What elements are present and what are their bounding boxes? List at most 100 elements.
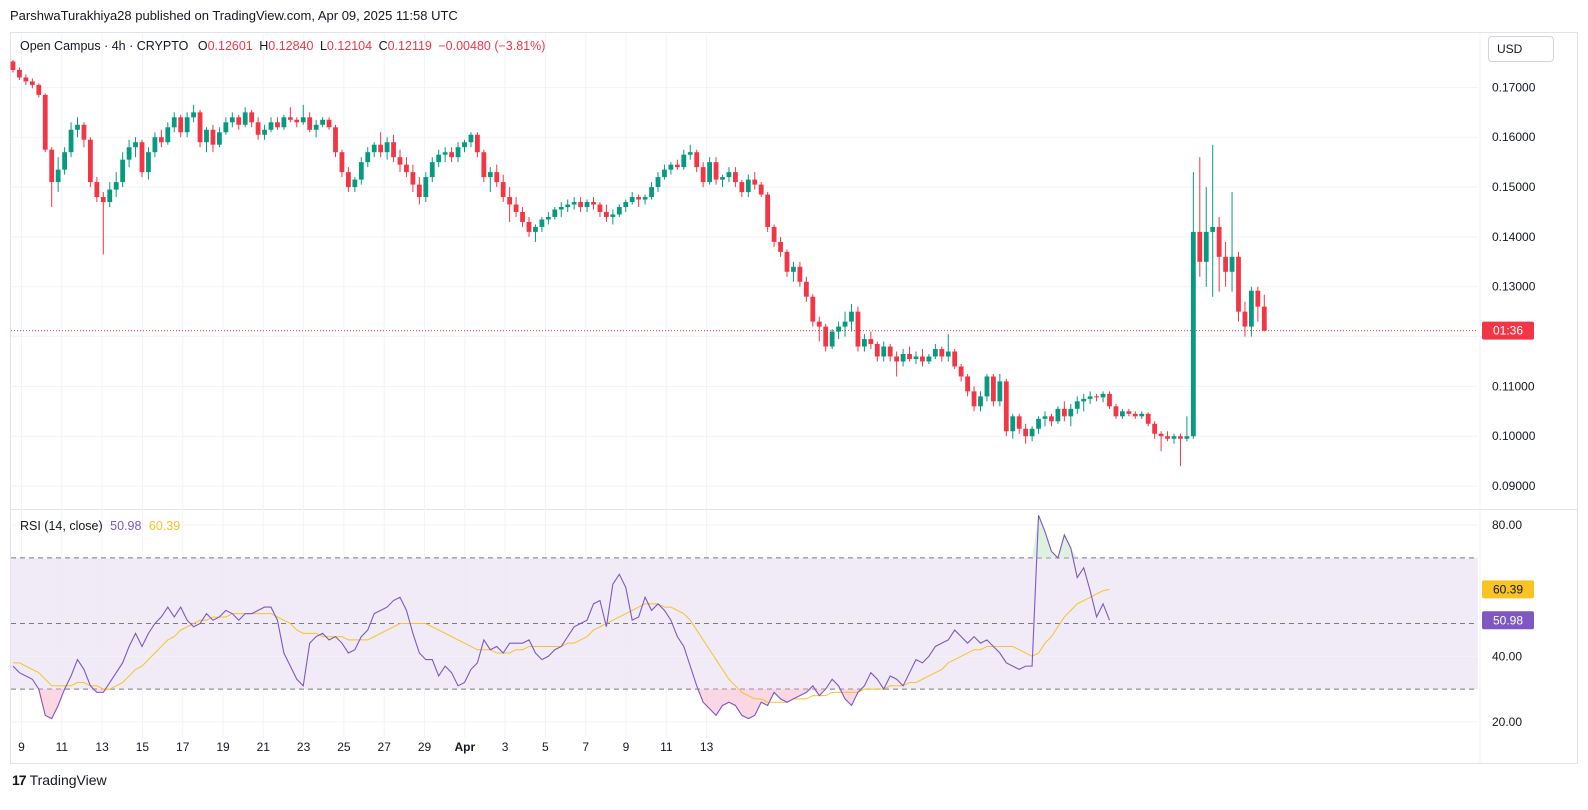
candle-body — [229, 117, 235, 123]
rsi-oversold-fill — [728, 689, 736, 706]
rsi-oversold-fill — [754, 689, 762, 716]
candle-body — [952, 351, 958, 367]
candle-body — [623, 202, 629, 208]
candle-body — [1042, 416, 1048, 419]
rsi-ma-tag-label: 60.39 — [1493, 582, 1523, 596]
candle-body — [978, 396, 983, 407]
candle-body — [326, 119, 332, 128]
price-tick-label: 0.10000 — [1492, 429, 1536, 443]
x-tick-label: 27 — [378, 740, 392, 754]
candle-body — [526, 221, 532, 232]
candle-body — [662, 169, 667, 178]
candle-body — [545, 216, 551, 220]
candle-body — [139, 142, 145, 173]
rsi-ma-legend-value: 60.39 — [148, 519, 181, 533]
symbol-title[interactable]: Open Campus · 4h · CRYPTO — [20, 39, 189, 53]
candle-body — [1261, 306, 1267, 331]
currency-button[interactable]: USD — [1488, 36, 1554, 62]
candle-body — [36, 84, 42, 95]
candle-body — [520, 211, 525, 222]
candle-body — [223, 122, 229, 133]
candle-body — [242, 112, 248, 125]
rsi-line — [12, 515, 1111, 720]
candle-body — [191, 112, 196, 118]
candle-body — [907, 354, 912, 359]
candle-body — [126, 147, 132, 160]
high-value: 0.12840 — [268, 39, 314, 53]
candle-body — [1029, 428, 1035, 437]
candle-body — [1190, 231, 1196, 437]
candle-body — [436, 154, 442, 163]
change-value: −0.00480 (−3.81%) — [438, 39, 546, 53]
candle-body — [197, 112, 203, 143]
candle-body — [339, 152, 345, 173]
price-tick-label: 0.13000 — [1492, 280, 1536, 294]
candle-body — [1061, 408, 1067, 417]
rsi-oversold-fill — [787, 689, 794, 703]
candle-body — [442, 152, 448, 155]
candle-body — [700, 167, 706, 183]
rsi-overbought-fill — [1064, 534, 1071, 558]
candle-body — [81, 124, 87, 140]
candle-body — [133, 142, 138, 148]
candle-body — [752, 179, 758, 185]
candle-body — [687, 152, 693, 155]
candle-body — [55, 169, 61, 183]
candle-body — [694, 152, 700, 168]
candle-body — [462, 142, 467, 148]
close-value: 0.12119 — [387, 39, 432, 53]
candle-body — [1081, 398, 1087, 402]
candle-body — [739, 182, 745, 193]
candle-body — [926, 356, 932, 362]
candle-body — [1100, 393, 1106, 398]
candle-body — [1158, 433, 1164, 437]
x-tick-label: 7 — [582, 740, 589, 754]
candle-body — [913, 356, 919, 359]
candle-body — [649, 187, 654, 198]
price-tick-label: 0.17000 — [1492, 80, 1536, 94]
candle-body — [371, 144, 377, 153]
candle-body — [268, 122, 274, 130]
x-tick-label: 13 — [95, 740, 109, 754]
candle-body — [849, 311, 854, 322]
candle-body — [300, 117, 306, 123]
candle-body — [1152, 423, 1158, 434]
candle-body — [165, 127, 171, 143]
candle-body — [604, 211, 609, 217]
open-label: O — [197, 39, 208, 53]
candle-body — [475, 134, 480, 153]
chart-frame — [10, 32, 1578, 764]
x-tick-label: 15 — [136, 740, 150, 754]
tradingview-logo[interactable]: 17 TradingView — [12, 772, 107, 788]
candle-body — [1055, 408, 1061, 422]
candle-body — [1023, 428, 1029, 437]
candle-body — [171, 117, 177, 128]
x-tick-label: 11 — [56, 740, 69, 754]
candle-body — [842, 321, 848, 327]
open-value: 0.12601 — [207, 39, 253, 53]
candle-body — [629, 197, 635, 203]
price-tick-label: 0.11000 — [1492, 379, 1535, 393]
candle-body — [255, 122, 261, 135]
candle-body — [1094, 396, 1099, 398]
candle-body — [307, 117, 313, 130]
rsi-title[interactable]: RSI (14, close) — [20, 519, 103, 533]
x-tick-label: 23 — [297, 740, 311, 754]
rsi-legend-value: 50.98 — [110, 519, 142, 533]
candle-body — [384, 142, 390, 153]
candle-body — [945, 351, 951, 357]
candle-body — [275, 122, 280, 128]
candle-body — [816, 321, 822, 327]
candle-body — [113, 182, 119, 190]
candle-body — [423, 177, 429, 198]
candle-body — [1165, 436, 1170, 439]
candle-body — [745, 179, 751, 193]
candle-body — [836, 326, 841, 332]
rsi-value-tag — [1482, 611, 1534, 630]
rsi-oversold-fill — [45, 689, 52, 719]
candle-body — [481, 152, 487, 178]
candle-body — [287, 117, 293, 120]
candle-body — [591, 202, 596, 205]
x-tick-label: 25 — [337, 740, 351, 754]
